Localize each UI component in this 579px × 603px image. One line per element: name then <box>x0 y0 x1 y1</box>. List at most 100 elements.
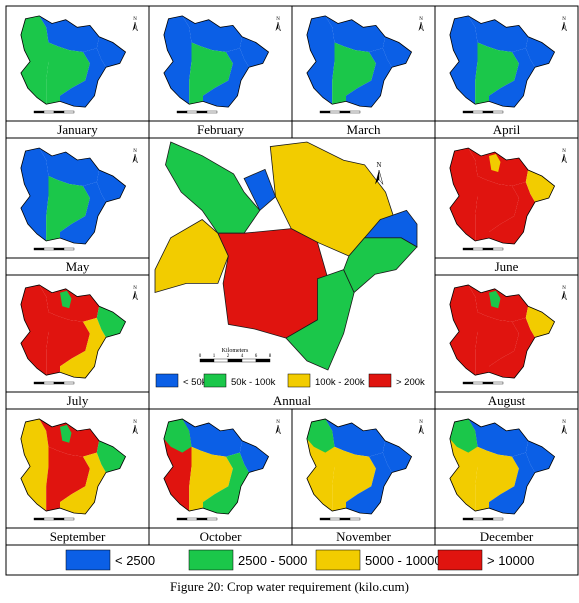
month-label-april: April <box>493 122 521 137</box>
map-october <box>164 419 269 514</box>
month-label-june: June <box>495 259 519 274</box>
scale-bar <box>319 517 361 521</box>
north-arrow-icon: N <box>275 17 281 32</box>
north-arrow-icon: N <box>561 17 567 32</box>
annual-scale-bar: Kilometers 0 1 2 4 6 8 <box>199 348 272 363</box>
month-label-november: November <box>336 529 392 544</box>
annual-legend-item: 50k - 100k <box>203 373 276 388</box>
map-june <box>450 148 555 244</box>
map-march <box>307 16 412 107</box>
annual-region-northeast <box>365 210 417 246</box>
scale-bar <box>33 110 75 114</box>
map-january <box>21 16 126 107</box>
month-label-july: July <box>67 393 89 408</box>
region-northpatch <box>60 425 72 443</box>
scale-bar <box>462 517 504 521</box>
svg-text:100k - 200k: 100k - 200k <box>315 377 365 388</box>
north-arrow-icon: N <box>561 149 567 164</box>
annual-legend: < 50k 50k - 100k 100k - 200k > 200k <box>155 373 425 388</box>
region-northwest <box>307 419 335 453</box>
month-label-october: October <box>200 529 243 544</box>
svg-text:N: N <box>133 420 137 425</box>
svg-text:N: N <box>562 149 566 154</box>
scale-bar <box>33 381 75 385</box>
north-arrow-icon: N <box>275 420 281 435</box>
region-west <box>164 16 192 104</box>
annual-map: N Kilometers 0 1 2 4 6 8 <box>155 142 417 370</box>
annual-legend-item: > 200k <box>368 373 425 388</box>
svg-text:2500 - 5000: 2500 - 5000 <box>238 553 307 568</box>
annual-region-smallpatch <box>244 169 275 210</box>
region-west <box>21 285 49 375</box>
monthly-legend-item: > 10000 <box>437 549 534 571</box>
svg-text:N: N <box>276 420 280 425</box>
north-arrow-icon: N <box>132 420 138 435</box>
month-label-january: January <box>57 122 98 137</box>
annual-region-northwest <box>165 142 259 233</box>
map-september <box>21 419 126 514</box>
svg-text:N: N <box>419 17 423 22</box>
month-label-september: September <box>50 529 106 544</box>
monthly-legend-item: 5000 - 10000 <box>315 549 442 571</box>
map-july <box>21 285 126 378</box>
annual-region-center <box>218 229 328 338</box>
region-west <box>450 148 478 241</box>
region-west <box>307 16 335 104</box>
map-may <box>21 148 126 244</box>
svg-text:N: N <box>133 286 137 291</box>
region-northpatch <box>60 291 72 308</box>
svg-text:N: N <box>133 17 137 22</box>
north-arrow-icon: N <box>561 420 567 435</box>
scale-bar <box>319 110 361 114</box>
north-arrow-icon: N <box>132 149 138 164</box>
svg-text:50k - 100k: 50k - 100k <box>231 377 276 388</box>
scale-bar <box>462 381 504 385</box>
north-arrow-icon: N <box>418 420 424 435</box>
north-arrow-icon: N <box>132 286 138 301</box>
svg-text:> 10000: > 10000 <box>487 553 534 568</box>
svg-text:N: N <box>562 420 566 425</box>
svg-text:N: N <box>562 286 566 291</box>
svg-text:N: N <box>276 17 280 22</box>
map-august <box>450 285 555 378</box>
monthly-legend: < 2500 2500 - 5000 5000 - 10000 > 10000 <box>5 544 579 576</box>
svg-text:N: N <box>419 420 423 425</box>
region-west <box>450 16 478 104</box>
svg-text:4: 4 <box>241 354 244 359</box>
region-northwest <box>450 419 478 453</box>
annual-label: Annual <box>273 393 312 408</box>
svg-text:0: 0 <box>199 354 202 359</box>
month-label-august: August <box>488 393 526 408</box>
scale-bar <box>462 247 504 251</box>
monthly-legend-item: < 2500 <box>65 549 155 571</box>
svg-text:1: 1 <box>213 354 216 359</box>
region-west <box>21 148 49 241</box>
north-arrow-icon: N <box>561 286 567 301</box>
north-arrow-icon: N <box>418 17 424 32</box>
svg-text:5000 - 10000: 5000 - 10000 <box>365 553 442 568</box>
scale-bar <box>176 517 218 521</box>
scale-bar <box>33 517 75 521</box>
map-november <box>307 419 412 514</box>
region-northpatch <box>489 154 501 172</box>
month-label-march: March <box>347 122 381 137</box>
annual-legend-item: < 50k <box>155 373 207 388</box>
figure-caption: Figure 20: Crop water requirement (kilo.… <box>170 579 409 594</box>
svg-text:Kilometers: Kilometers <box>222 348 249 354</box>
region-west <box>21 16 49 104</box>
scale-bar <box>176 110 218 114</box>
region-west <box>21 419 49 511</box>
map-december <box>450 419 555 514</box>
svg-text:2: 2 <box>227 354 230 359</box>
scale-bar <box>33 247 75 251</box>
north-arrow-icon: N <box>375 162 384 185</box>
svg-text:> 200k: > 200k <box>396 377 425 388</box>
month-label-may: May <box>66 259 90 274</box>
region-northpatch <box>489 291 501 308</box>
svg-text:N: N <box>377 162 382 169</box>
scale-bar <box>462 110 504 114</box>
svg-text:N: N <box>133 149 137 154</box>
svg-text:6: 6 <box>255 354 258 359</box>
svg-text:8: 8 <box>269 354 272 359</box>
